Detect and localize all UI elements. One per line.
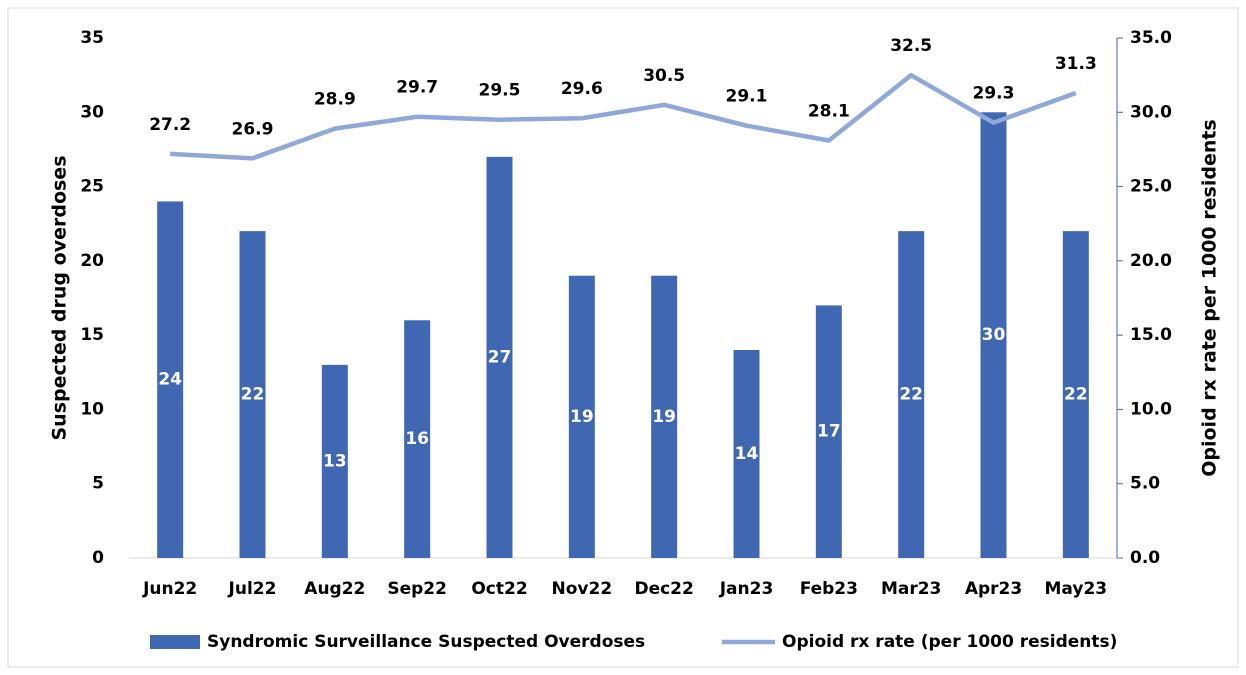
x-tick-label: May23 bbox=[1045, 579, 1108, 599]
bar-value-label: 13 bbox=[323, 451, 347, 471]
bar-value-label: 16 bbox=[405, 429, 429, 449]
y2-tick-label: 20.0 bbox=[1130, 251, 1172, 271]
x-tick-label: Nov22 bbox=[552, 579, 613, 599]
y2-tick-label: 30.0 bbox=[1130, 102, 1172, 122]
y-tick-label: 35 bbox=[80, 28, 104, 48]
legend-label: Opioid rx rate (per 1000 residents) bbox=[782, 632, 1117, 652]
bar bbox=[486, 156, 513, 558]
line bbox=[170, 72, 1077, 161]
y2-tick-label: 0.0 bbox=[1130, 548, 1160, 568]
y2-tick-label: 10.0 bbox=[1130, 399, 1172, 419]
bar-value-label: 14 bbox=[735, 444, 759, 464]
y2-tick-label: 25.0 bbox=[1130, 177, 1172, 197]
bar bbox=[1062, 231, 1089, 558]
bar bbox=[898, 231, 925, 558]
bar bbox=[733, 350, 760, 558]
y2-tick-label: 15.0 bbox=[1130, 325, 1172, 345]
line-value-label: 28.9 bbox=[314, 90, 356, 110]
line-value-label: 26.9 bbox=[232, 119, 274, 139]
line-value-label: 30.5 bbox=[643, 66, 685, 86]
y-axis-title: Suspected drug overdoses bbox=[49, 155, 71, 440]
x-tick-label: Sep22 bbox=[387, 579, 447, 599]
bar bbox=[651, 275, 678, 558]
x-tick-label: Feb23 bbox=[800, 579, 858, 599]
bar-value-label: 19 bbox=[570, 407, 594, 427]
y-tick-label: 25 bbox=[80, 177, 104, 197]
line-value-label: 32.5 bbox=[890, 36, 932, 56]
bar-value-label: 22 bbox=[899, 385, 923, 405]
y-tick-label: 30 bbox=[80, 102, 104, 122]
y2-axis-title: Opioid rx rate per 1000 residents bbox=[1199, 119, 1221, 477]
line-value-label: 29.1 bbox=[726, 87, 768, 107]
y-tick-label: 0 bbox=[92, 548, 104, 568]
bar-value-label: 22 bbox=[241, 385, 265, 405]
line-value-label: 29.6 bbox=[561, 79, 603, 99]
y-tick-label: 5 bbox=[92, 474, 104, 494]
x-tick-label: Mar23 bbox=[881, 579, 941, 599]
line-value-label: 29.5 bbox=[479, 81, 521, 101]
y-tick-label: 10 bbox=[80, 399, 104, 419]
bar bbox=[321, 364, 348, 558]
line-value-label: 29.7 bbox=[396, 78, 438, 98]
bar-value-label: 19 bbox=[652, 407, 676, 427]
line-value-label: 29.3 bbox=[973, 84, 1015, 104]
y2-tick-label: 35.0 bbox=[1130, 28, 1172, 48]
line-value-label: 31.3 bbox=[1055, 54, 1097, 74]
bar-value-label: 30 bbox=[982, 325, 1006, 345]
line-value-label: 27.2 bbox=[149, 115, 191, 135]
x-tick-label: Jul22 bbox=[228, 579, 277, 599]
y-tick-label: 20 bbox=[80, 251, 104, 271]
bar bbox=[980, 112, 1007, 559]
bar bbox=[568, 275, 595, 558]
chart-border bbox=[7, 7, 1239, 668]
legend-label: Syndromic Surveillance Suspected Overdos… bbox=[207, 632, 645, 652]
bar-value-label: 27 bbox=[488, 347, 512, 367]
x-tick-label: Aug22 bbox=[304, 579, 365, 599]
bar-value-label: 22 bbox=[1064, 385, 1088, 405]
y2-tick-label: 5.0 bbox=[1130, 474, 1160, 494]
bar-value-label: 24 bbox=[158, 370, 182, 390]
x-tick-label: Oct22 bbox=[471, 579, 527, 599]
x-tick-label: Apr23 bbox=[965, 579, 1022, 599]
bar bbox=[157, 201, 184, 558]
bar bbox=[815, 305, 842, 558]
x-tick-label: Dec22 bbox=[634, 579, 693, 599]
bar-value-label: 17 bbox=[817, 422, 841, 442]
x-tick-label: Jun22 bbox=[142, 579, 197, 599]
bar bbox=[404, 320, 431, 558]
x-tick-label: Jan23 bbox=[719, 579, 774, 599]
y-tick-label: 15 bbox=[80, 325, 104, 345]
line-value-label: 28.1 bbox=[808, 102, 850, 122]
bar bbox=[239, 231, 266, 558]
legend-swatch bbox=[150, 635, 200, 649]
